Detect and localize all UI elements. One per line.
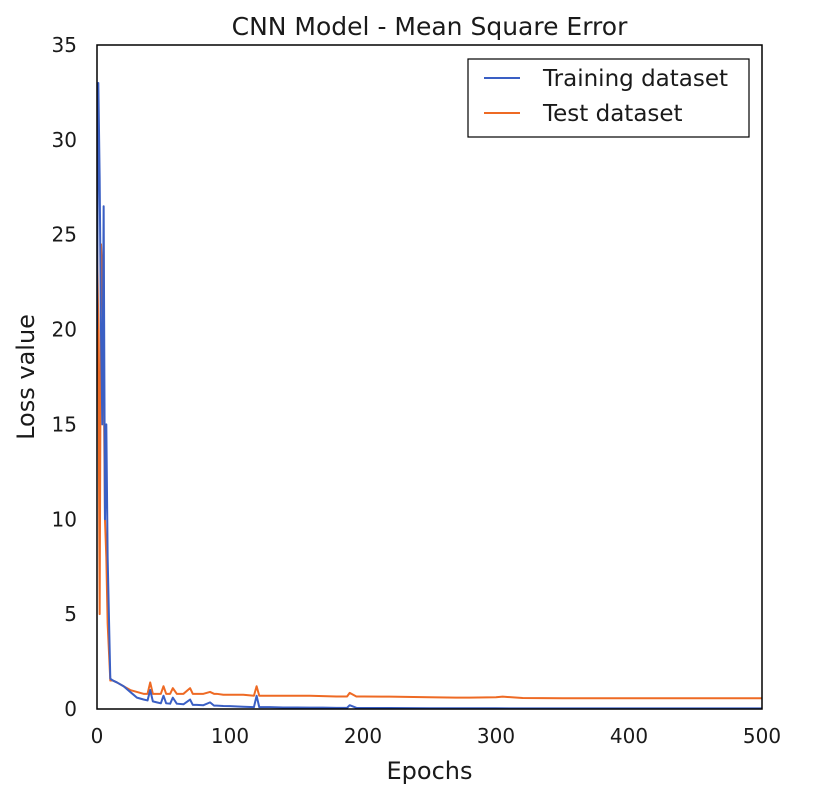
- y-tick-label: 0: [64, 697, 77, 721]
- x-tick-label: 500: [743, 724, 781, 748]
- series-line-training: [97, 81, 762, 709]
- legend: Training dataset Test dataset: [467, 58, 750, 138]
- x-axis-title: Epochs: [387, 757, 473, 785]
- chart-title: CNN Model - Mean Square Error: [232, 12, 628, 41]
- y-tick-label: 25: [52, 223, 77, 247]
- x-tick-label: 200: [344, 724, 382, 748]
- x-tick-label: 100: [211, 724, 249, 748]
- legend-label-test: Test dataset: [542, 101, 683, 127]
- x-tick-label: 300: [477, 724, 515, 748]
- plot-layer: [97, 81, 762, 709]
- y-tick-label: 10: [52, 507, 77, 531]
- y-tick-label: 20: [52, 318, 77, 342]
- y-tick-label: 5: [64, 602, 77, 626]
- legend-box: [467, 58, 750, 138]
- y-tick-label: 15: [52, 412, 77, 436]
- x-tick-label: 400: [610, 724, 648, 748]
- plot-frame: [96, 44, 763, 710]
- x-tick-label: 0: [91, 724, 104, 748]
- y-axis-title: Loss value: [12, 314, 40, 440]
- legend-label-training: Training dataset: [542, 66, 728, 92]
- y-tick-label: 35: [52, 33, 77, 57]
- y-tick-label: 30: [52, 128, 77, 152]
- tick-layer: 0 100 200 300 400 500 0 5 10 15 20 25 30 35: [52, 33, 782, 748]
